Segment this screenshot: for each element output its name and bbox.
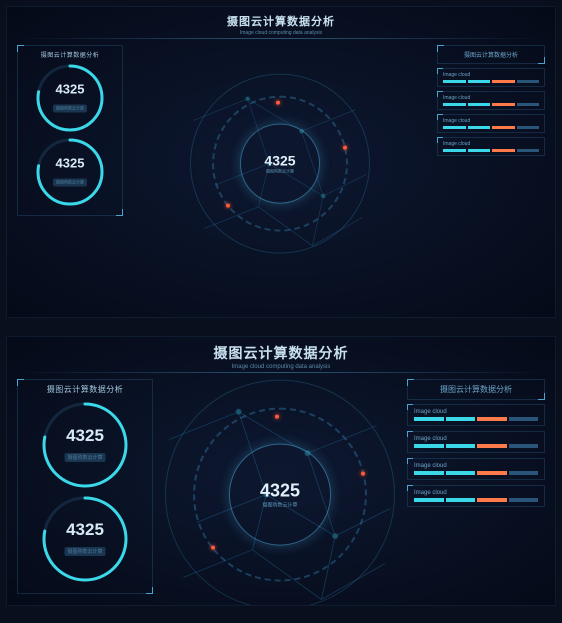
- panel-title: 摄图云计算数据分析: [22, 50, 118, 59]
- item-bar: [414, 498, 538, 502]
- list-item: Image cloud: [437, 137, 545, 156]
- bottom-center-gauges: 总数据分析452,950总数据分析452,950总数据分析452,950总数据分…: [129, 317, 433, 318]
- bottom-row: 摄图云计算数据分析 34 总数据Image cloud 总数据分析452,950…: [17, 317, 545, 318]
- right-panel-title: 摄图云计算数据分析: [407, 379, 545, 400]
- globe-label: 摄图购数云计算: [264, 169, 295, 175]
- gauge-value: 4325: [64, 426, 105, 446]
- list-item: Image cloud: [407, 485, 545, 507]
- center-column: 4325 摄图购数云计算: [123, 41, 437, 315]
- right-column: 摄图云计算数据分析 Image cloud Image cloud Image clo…: [407, 375, 545, 605]
- item-bar: [443, 126, 539, 129]
- main-subtitle: Image cloud computing data analysis: [17, 30, 545, 36]
- list-item: Image cloud: [407, 458, 545, 480]
- main-title: 摄图云计算数据分析: [17, 13, 545, 29]
- left-panel: 摄图云计算数据分析 4325 摄图购数云计算 4325 摄图购数云计算: [17, 379, 153, 594]
- map-dot-icon: [275, 414, 279, 418]
- content-row: 摄图云计算数据分析4325摄图购数云计算4325摄图购数云计算 4325 摄图购…: [17, 41, 545, 315]
- list-item: Image cloud: [437, 68, 545, 87]
- content-row: 摄图云计算数据分析4325摄图购数云计算4325摄图购数云计算 4325 摄图购…: [17, 375, 545, 605]
- left-column: 摄图云计算数据分析 4325 摄图购数云计算 4325 摄图购数云计算: [17, 41, 123, 315]
- globe-value: 4325: [264, 153, 295, 169]
- item-bar: [414, 471, 538, 475]
- item-label: Image cloud: [443, 141, 539, 147]
- map-dot-icon: [361, 472, 365, 476]
- title-divider: [17, 38, 545, 39]
- item-bar: [443, 103, 539, 106]
- list-item: Image cloud: [437, 114, 545, 133]
- item-label: Image cloud: [414, 436, 538, 442]
- right-column: 摄图云计算数据分析 Image cloud Image cloud Image clo…: [437, 41, 545, 315]
- item-bar: [414, 444, 538, 448]
- gauge-value: 4325: [64, 520, 105, 540]
- item-label: Image cloud: [443, 95, 539, 101]
- list-item: Image cloud: [437, 91, 545, 110]
- list-item: Image cloud: [407, 404, 545, 426]
- map-dot-icon: [226, 203, 230, 207]
- circular-gauge: 4325 摄图购数云计算: [41, 495, 129, 583]
- right-panel-title: 摄图云计算数据分析: [437, 45, 545, 64]
- globe-center: 4325 摄图购数云计算: [264, 153, 295, 175]
- circular-gauge: 4325 摄图购数云计算: [35, 63, 105, 133]
- item-label: Image cloud: [414, 409, 538, 415]
- gauge-label: 摄图购数云计算: [53, 105, 87, 113]
- gauge-value: 4325: [53, 82, 87, 97]
- left-column: 摄图云计算数据分析 4325 摄图购数云计算 4325 摄图购数云计算: [17, 375, 153, 605]
- gauge-label: 摄图购数云计算: [64, 547, 105, 556]
- map-dot-icon: [211, 545, 215, 549]
- item-label: Image cloud: [443, 118, 539, 124]
- globe-widget: 4325 摄图购数云计算: [190, 74, 370, 254]
- globe-center: 4325 摄图购数云计算: [260, 481, 300, 509]
- gauge-label: 摄图购数云计算: [53, 179, 87, 187]
- center-column: 4325 摄图购数云计算: [153, 375, 407, 605]
- dashboard-cropped: 摄图云计算数据分析 Image cloud computing data ana…: [6, 336, 556, 606]
- circular-gauge: 4325 摄图购数云计算: [35, 137, 105, 207]
- dashboard-full: 摄图云计算数据分析 Image cloud computing data ana…: [6, 6, 556, 318]
- circular-gauge: 4325 摄图购数云计算: [41, 401, 129, 489]
- list-item: Image cloud: [407, 431, 545, 453]
- item-label: Image cloud: [443, 72, 539, 78]
- left-panel: 摄图云计算数据分析 4325 摄图购数云计算 4325 摄图购数云计算: [17, 45, 123, 216]
- item-bar: [414, 417, 538, 421]
- item-bar: [443, 149, 539, 152]
- item-label: Image cloud: [414, 463, 538, 469]
- map-dot-icon: [343, 146, 347, 150]
- item-label: Image cloud: [414, 490, 538, 496]
- globe-label: 摄图购数云计算: [260, 502, 300, 509]
- globe-value: 4325: [260, 481, 300, 502]
- gauge-value: 4325: [53, 156, 87, 171]
- globe-widget: 4325 摄图购数云计算: [165, 380, 395, 606]
- item-bar: [443, 80, 539, 83]
- bottom-left-panel: 摄图云计算数据分析 34 总数据Image cloud: [17, 317, 123, 318]
- panel-title: 摄图云计算数据分析: [22, 384, 148, 395]
- gauge-label: 摄图购数云计算: [64, 453, 105, 462]
- bottom-right-panel: 摄图云计算数据分析 34 总数据Image cloud: [439, 317, 545, 318]
